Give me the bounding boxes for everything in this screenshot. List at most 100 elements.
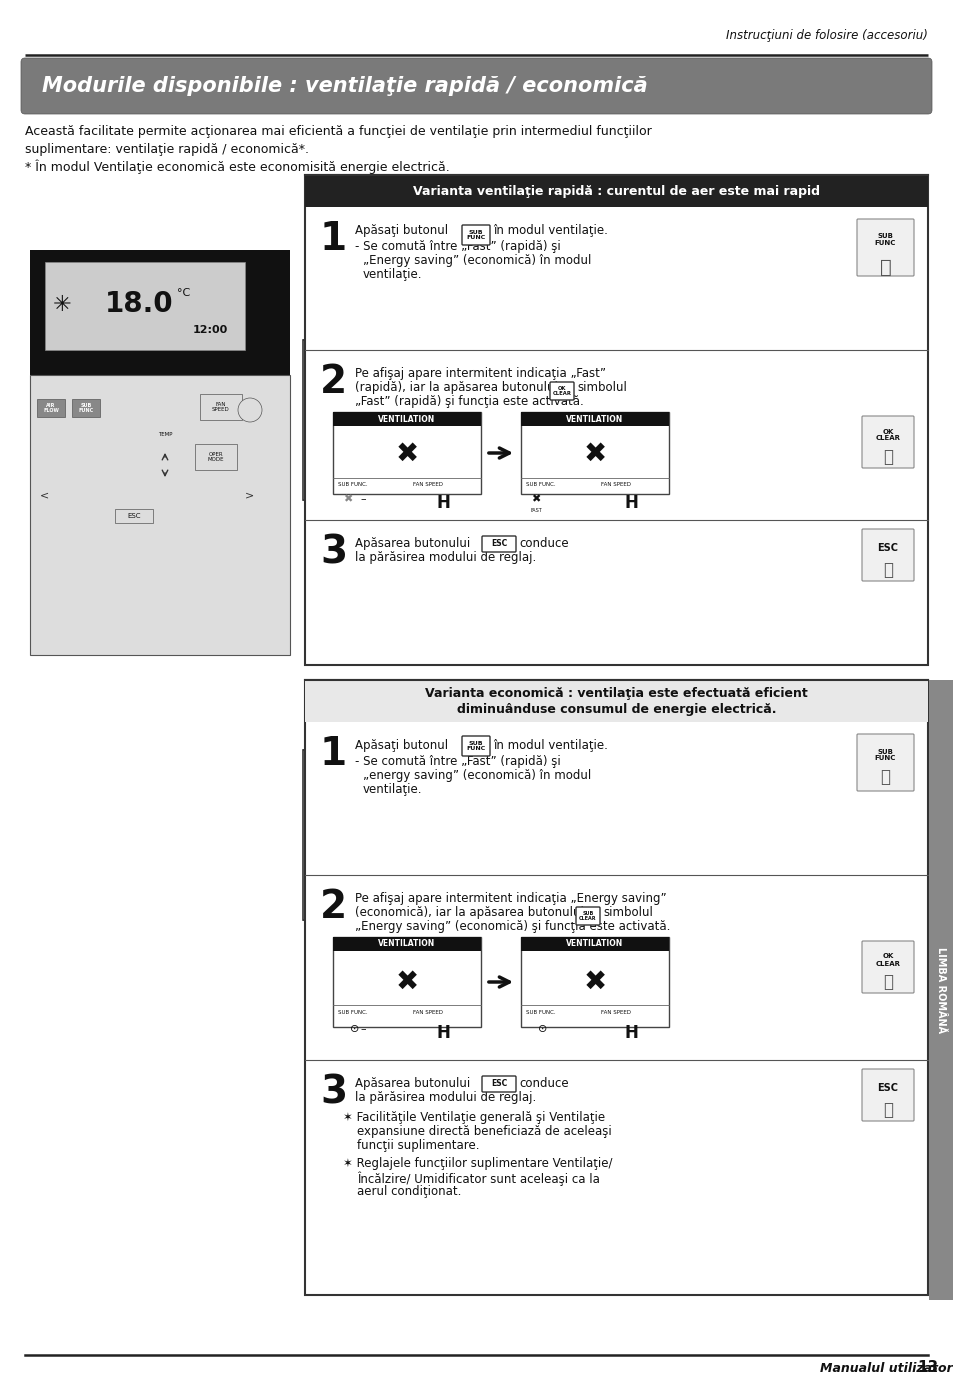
Text: ✖: ✖: [395, 440, 418, 468]
Text: 🤚: 🤚: [879, 769, 889, 785]
Text: 1: 1: [319, 220, 347, 258]
Text: ✳: ✳: [53, 295, 71, 315]
FancyBboxPatch shape: [305, 175, 927, 665]
Text: H: H: [436, 494, 450, 512]
Text: (rapidă), iar la apăsarea butonului: (rapidă), iar la apăsarea butonului: [355, 381, 558, 393]
Text: expansiune directă beneficiază de aceleaşi: expansiune directă beneficiază de acelea…: [356, 1126, 611, 1138]
Text: TEMP: TEMP: [157, 433, 172, 437]
Text: ventilaţie.: ventilaţie.: [363, 267, 422, 281]
Text: „energy saving” (economică) în modul: „energy saving” (economică) în modul: [363, 769, 591, 783]
FancyBboxPatch shape: [550, 382, 574, 400]
Text: diminuânduse consumul de energie electrică.: diminuânduse consumul de energie electri…: [456, 703, 776, 715]
Text: <: <: [40, 490, 50, 500]
Text: în modul ventilaţie.: în modul ventilaţie.: [493, 224, 607, 237]
Bar: [45, 262, 245, 350]
Text: >: >: [245, 490, 254, 500]
Text: Apăsaţi butonul: Apăsaţi butonul: [355, 224, 448, 237]
Text: 2: 2: [319, 888, 347, 925]
Text: OPER
MODE: OPER MODE: [208, 452, 224, 462]
Bar: [37, 399, 65, 417]
Bar: [520, 412, 668, 426]
Text: Pe afişaj apare intermitent indicaţia „Fast”: Pe afişaj apare intermitent indicaţia „F…: [355, 367, 605, 379]
Text: Pe afişaj apare intermitent indicaţia „Energy saving”: Pe afişaj apare intermitent indicaţia „E…: [355, 892, 666, 904]
Text: ✶ Reglajele funcţiilor suplimentare Ventilaţie/: ✶ Reglajele funcţiilor suplimentare Vent…: [343, 1156, 612, 1170]
Text: Apăsarea butonului: Apăsarea butonului: [355, 538, 470, 550]
Text: OK
CLEAR: OK CLEAR: [875, 428, 900, 441]
Text: H: H: [623, 494, 638, 512]
Text: suplimentare: ventilaţie rapidă / economică*.: suplimentare: ventilaţie rapidă / econom…: [25, 143, 309, 155]
Text: Instrucţiuni de folosire (accesoriu): Instrucţiuni de folosire (accesoriu): [725, 28, 927, 42]
Text: la părăsirea modului de reglaj.: la părăsirea modului de reglaj.: [355, 552, 536, 564]
Text: - Se comută între „Fast” (rapidă) şi: - Se comută între „Fast” (rapidă) şi: [355, 755, 560, 769]
Text: ✖: ✖: [343, 494, 353, 504]
Text: în modul ventilaţie.: în modul ventilaţie.: [493, 739, 607, 752]
Bar: [520, 937, 668, 1028]
Text: FAN SPEED: FAN SPEED: [413, 482, 442, 487]
Text: 13: 13: [916, 1361, 937, 1375]
Bar: [333, 937, 480, 1028]
Text: –: –: [360, 1023, 365, 1035]
Text: FAN SPEED: FAN SPEED: [600, 482, 630, 487]
Text: Varianta ventilaţie rapidă : curentul de aer este mai rapid: Varianta ventilaţie rapidă : curentul de…: [413, 185, 820, 197]
Bar: [305, 175, 927, 207]
Text: la părăsirea modului de reglaj.: la părăsirea modului de reglaj.: [355, 1091, 536, 1105]
Text: VENTILATION: VENTILATION: [378, 414, 436, 423]
Text: funcţii suplimentare.: funcţii suplimentare.: [356, 1140, 479, 1152]
Text: VENTILATION: VENTILATION: [566, 414, 623, 423]
FancyBboxPatch shape: [862, 529, 913, 581]
Text: SUB
FUNC: SUB FUNC: [466, 230, 485, 241]
Text: 🤚: 🤚: [882, 1100, 892, 1119]
Text: Manualul utilizatorului: Manualul utilizatorului: [820, 1361, 953, 1375]
Text: ESC: ESC: [127, 512, 141, 519]
Text: OK
CLEAR: OK CLEAR: [552, 386, 571, 396]
Text: 🤚: 🤚: [879, 258, 890, 277]
Text: 2: 2: [319, 363, 347, 400]
Text: VENTILATION: VENTILATION: [566, 939, 623, 949]
Text: Apăsarea butonului: Apăsarea butonului: [355, 1077, 470, 1091]
Text: H: H: [436, 1023, 450, 1042]
Text: H: H: [623, 1023, 638, 1042]
Bar: [200, 393, 242, 420]
Text: FAN
SPEED: FAN SPEED: [212, 402, 230, 413]
Text: 18.0: 18.0: [105, 290, 173, 318]
Bar: [30, 251, 290, 375]
Text: SUB
FUNC: SUB FUNC: [78, 403, 93, 413]
Text: VENTILATION: VENTILATION: [378, 939, 436, 949]
Text: 🤚: 🤚: [882, 561, 892, 580]
FancyBboxPatch shape: [862, 1070, 913, 1121]
FancyBboxPatch shape: [481, 536, 516, 552]
Text: SUB FUNC.: SUB FUNC.: [337, 482, 367, 487]
Text: ESC: ESC: [491, 539, 507, 549]
Text: simbolul: simbolul: [577, 381, 626, 393]
Bar: [928, 680, 953, 1301]
Text: SUB
FUNC: SUB FUNC: [466, 741, 485, 752]
Text: ventilaţie.: ventilaţie.: [363, 783, 422, 797]
Text: (economică), iar la apăsarea butonului: (economică), iar la apăsarea butonului: [355, 906, 583, 918]
Text: SUB
FUNC: SUB FUNC: [873, 749, 895, 762]
Text: 12:00: 12:00: [193, 325, 228, 335]
Text: –: –: [360, 494, 365, 504]
Bar: [30, 375, 290, 655]
Text: Varianta economică : ventilaţia este efectuată eficient: Varianta economică : ventilaţia este efe…: [425, 686, 807, 700]
Text: 🤚: 🤚: [882, 973, 892, 991]
Text: ✖: ✖: [395, 967, 418, 995]
Text: SUB FUNC.: SUB FUNC.: [525, 482, 555, 487]
Bar: [194, 444, 236, 470]
Text: - Se comută între „Fast” (rapidă) şi: - Se comută între „Fast” (rapidă) şi: [355, 239, 560, 253]
Text: °C: °C: [177, 288, 190, 298]
Bar: [71, 399, 100, 417]
Text: Încălzire/ Umidificator sunt aceleaşi ca la: Încălzire/ Umidificator sunt aceleaşi ca…: [356, 1170, 599, 1186]
FancyBboxPatch shape: [862, 416, 913, 468]
Text: SUB FUNC.: SUB FUNC.: [525, 1009, 555, 1015]
Text: ESC: ESC: [877, 1084, 898, 1093]
FancyBboxPatch shape: [21, 57, 931, 113]
FancyBboxPatch shape: [856, 734, 913, 791]
Bar: [305, 680, 927, 722]
Text: 3: 3: [319, 533, 347, 571]
Text: Apăsaţi butonul: Apăsaţi butonul: [355, 739, 448, 752]
Text: LIMBA ROMÂNĂ: LIMBA ROMÂNĂ: [935, 946, 945, 1033]
Text: simbolul: simbolul: [602, 906, 652, 918]
Bar: [520, 412, 668, 494]
Text: „Energy saving” (economică) în modul: „Energy saving” (economică) în modul: [363, 253, 591, 267]
Text: „Energy saving” (economică) şi funcţia este activată.: „Energy saving” (economică) şi funcţia e…: [355, 920, 670, 932]
